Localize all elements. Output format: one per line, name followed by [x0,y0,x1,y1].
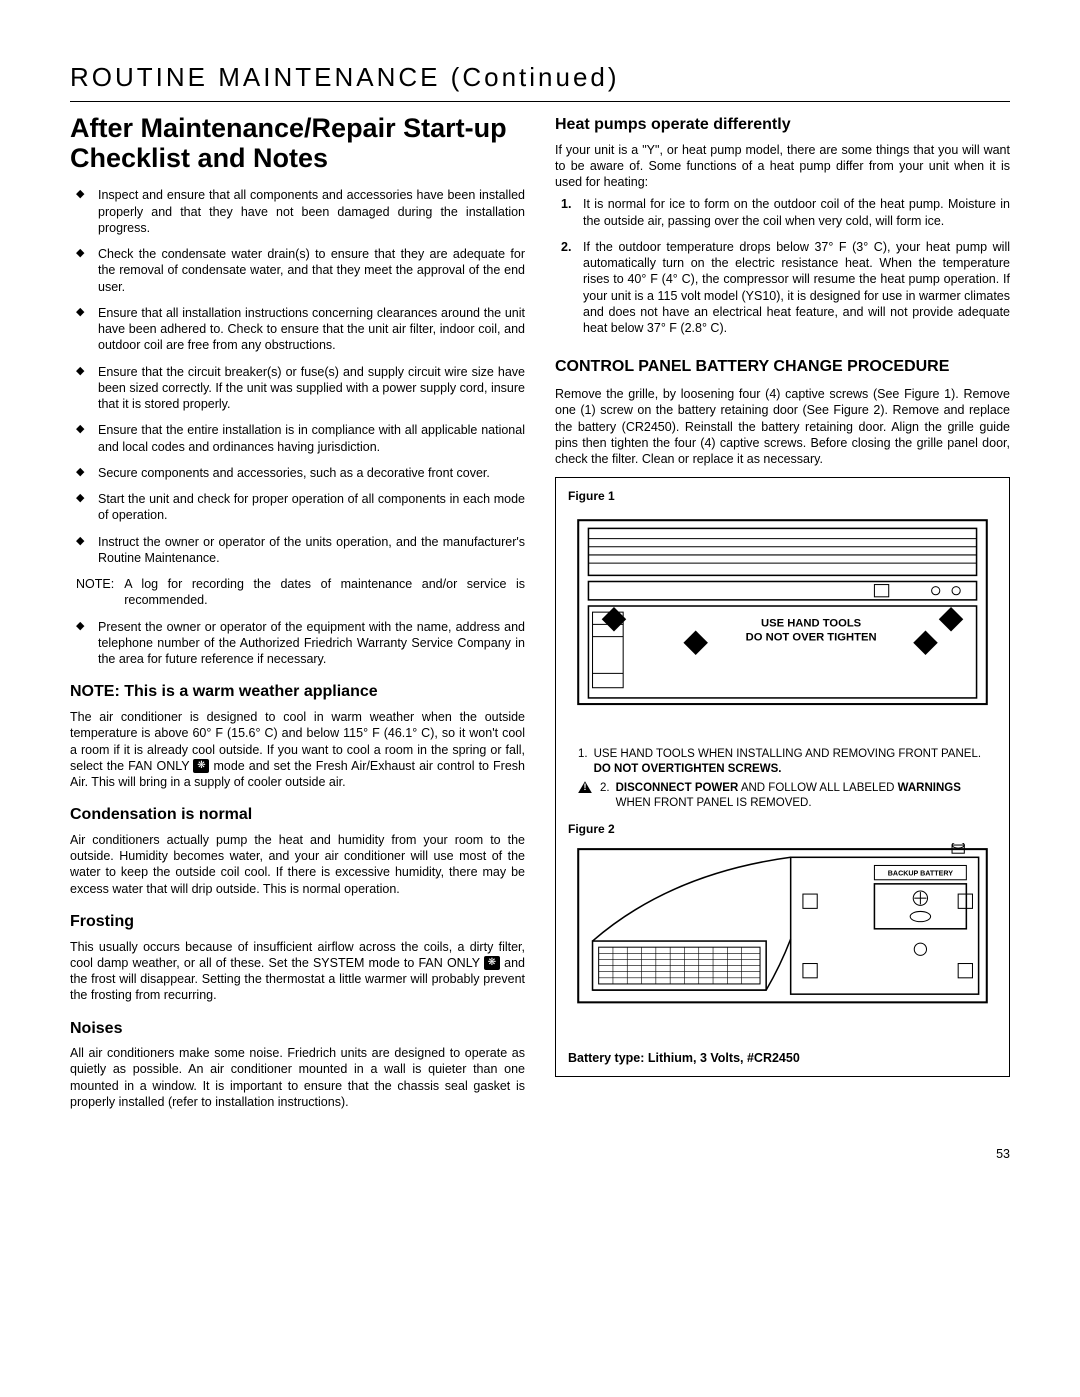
right-column: Heat pumps operate differently If your u… [555,114,1010,1116]
checklist-a: Inspect and ensure that all components a… [70,187,525,566]
warning-icon [578,781,592,793]
heatpump-list: It is normal for ice to form on the outd… [555,196,1010,336]
figure-1-illustration: USE HAND TOOLS DO NOT OVER TIGHTEN [568,510,997,735]
section-title: After Maintenance/Repair Start-up Checkl… [70,114,525,173]
fan-icon: ❋ [193,759,209,773]
list-item: If the outdoor temperature drops below 3… [555,239,1010,337]
svg-text:DO NOT OVER TIGHTEN: DO NOT OVER TIGHTEN [746,632,877,644]
figure-note-2: 2. DISCONNECT POWER AND FOLLOW ALL LABEL… [568,781,997,811]
battery-type: Battery type: Lithium, 3 Volts, #CR2450 [568,1050,997,1067]
svg-text:USE HAND TOOLS: USE HAND TOOLS [761,618,862,630]
list-item: It is normal for ice to form on the outd… [555,196,1010,229]
two-column-layout: After Maintenance/Repair Start-up Checkl… [70,114,1010,1116]
noises-para: All air conditioners make some noise. Fr… [70,1045,525,1110]
list-item: Present the owner or operator of the equ… [70,619,525,668]
heatpump-intro: If your unit is a "Y", or heat pump mode… [555,142,1010,191]
note-row: NOTE: A log for recording the dates of m… [70,576,525,609]
figure-2-label: Figure 2 [568,821,997,837]
list-item: Inspect and ensure that all components a… [70,187,525,236]
note-text: DISCONNECT POWER AND FOLLOW ALL LABELED … [616,781,997,811]
list-item: Check the condensate water drain(s) to e… [70,246,525,295]
note-label: NOTE: [76,576,114,609]
note-text: A log for recording the dates of mainten… [124,576,525,609]
note-text: USE HAND TOOLS WHEN INSTALLING AND REMOV… [594,747,981,777]
fan-icon: ❋ [484,956,500,970]
figure-note-1: 1. USE HAND TOOLS WHEN INSTALLING AND RE… [568,747,997,777]
list-item: Secure components and accessories, such … [70,465,525,481]
list-item: Ensure that all installation instruction… [70,305,525,354]
battery-para: Remove the grille, by loosening four (4)… [555,386,1010,467]
subheading-heatpump: Heat pumps operate differently [555,114,1010,136]
condensation-para: Air conditioners actually pump the heat … [70,832,525,897]
warm-para: The air conditioner is designed to cool … [70,709,525,790]
subheading-noises: Noises [70,1018,525,1040]
figure-1-label: Figure 1 [568,488,997,504]
list-item: Instruct the owner or operator of the un… [70,534,525,567]
text: This usually occurs because of insuffici… [70,940,525,970]
page-number: 53 [70,1146,1010,1163]
left-column: After Maintenance/Repair Start-up Checkl… [70,114,525,1116]
checklist-b: Present the owner or operator of the equ… [70,619,525,668]
figure-1-notes: 1. USE HAND TOOLS WHEN INSTALLING AND RE… [568,747,997,811]
list-item: Ensure that the entire installation is i… [70,422,525,455]
svg-text:BACKUP BATTERY: BACKUP BATTERY [888,870,953,878]
figure-box: Figure 1 USE HAND TOOLS [555,477,1010,1077]
subheading-warm: NOTE: This is a warm weather appliance [70,681,525,703]
list-item: Start the unit and check for proper oper… [70,491,525,524]
subheading-battery-procedure: CONTROL PANEL BATTERY CHANGE PROCEDURE [555,356,1010,378]
page-header: ROUTINE MAINTENANCE (Continued) [70,60,1010,102]
subheading-frosting: Frosting [70,911,525,933]
note-number: 1. [578,747,588,777]
subheading-condensation: Condensation is normal [70,804,525,826]
frosting-para: This usually occurs because of insuffici… [70,939,525,1004]
list-item: Ensure that the circuit breaker(s) or fu… [70,364,525,413]
note-number: 2. [600,781,610,811]
figure-2-illustration: BACKUP BATTERY [568,843,997,1037]
